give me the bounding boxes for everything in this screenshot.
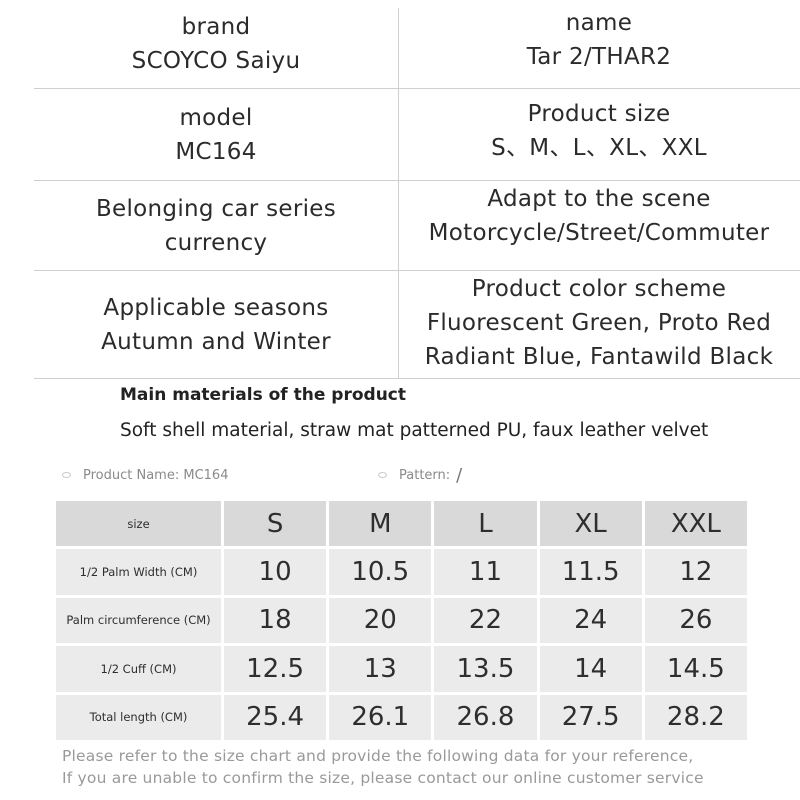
size-column-header: XXL [644, 501, 747, 547]
table-cell: 20 [329, 597, 432, 644]
spec-value: SCOYCO Saiyu [131, 48, 301, 74]
spec-value: Autumn and Winter [101, 329, 331, 355]
divider [34, 378, 800, 379]
table-cell: 26 [644, 597, 747, 644]
table-row: Palm circumference (CM) 18 20 22 24 26 [56, 597, 747, 644]
table-cell: 12 [644, 549, 747, 595]
table-cell: 11.5 [539, 549, 642, 595]
pattern-label: Pattern: [399, 467, 451, 483]
table-cell: 12.5 [224, 646, 327, 692]
spec-label: Adapt to the scene [487, 186, 711, 212]
row-label: 1/2 Cuff (CM) [56, 646, 221, 692]
size-column-header: S [224, 501, 327, 547]
divider [34, 180, 800, 181]
bullet-icon [62, 472, 71, 478]
materials-section: Main materials of the product Soft shell… [120, 378, 800, 450]
table-cell: 26.8 [434, 694, 537, 740]
spec-seasons: Applicable seasons Autumn and Winter [34, 272, 398, 378]
size-column-header: L [434, 501, 537, 547]
table-row: Total length (CM) 25.4 26.1 26.8 27.5 28… [56, 694, 747, 740]
table-cell: 14 [539, 646, 642, 692]
spec-label: brand [181, 14, 251, 40]
divider [34, 88, 800, 89]
materials-text: Soft shell material, straw mat patterned… [120, 420, 709, 441]
spec-name: name Tar 2/THAR2 [398, 0, 800, 84]
size-note-line: Please refer to the size chart and provi… [62, 747, 694, 765]
table-cell: 27.5 [539, 694, 642, 740]
spec-label: Product color scheme [471, 276, 727, 302]
spec-label: Applicable seasons [103, 295, 329, 321]
size-column-header: XL [539, 501, 642, 547]
pattern-meta: Pattern: / [378, 462, 462, 488]
spec-value: Tar 2/THAR2 [526, 44, 672, 70]
table-row: 1/2 Palm Width (CM) 10 10.5 11 11.5 12 [56, 549, 747, 595]
size-note: Please refer to the size chart and provi… [62, 745, 704, 789]
spec-label: name [565, 10, 633, 36]
table-cell: 28.2 [644, 694, 747, 740]
spec-label: Belonging car series [95, 196, 337, 222]
table-cell: 14.5 [644, 646, 747, 692]
table-cell: 26.1 [329, 694, 432, 740]
table-cell: 13.5 [434, 646, 537, 692]
spec-product-size: Product size S、M、L、XL、XXL [398, 86, 800, 176]
spec-table: brand SCOYCO Saiyu name Tar 2/THAR2 mode… [34, 0, 800, 380]
size-header-label: size [56, 501, 221, 547]
spec-color-scheme: Product color scheme Fluorescent Green, … [398, 270, 800, 376]
spec-label: Product size [527, 101, 671, 127]
size-column-header: M [329, 501, 432, 547]
spec-brand: brand SCOYCO Saiyu [34, 0, 398, 88]
table-cell: 13 [329, 646, 432, 692]
product-name-label: Product Name: MC164 [83, 467, 229, 483]
row-label: Palm circumference (CM) [56, 597, 221, 644]
table-row: 1/2 Cuff (CM) 12.5 13 13.5 14 14.5 [56, 646, 747, 692]
table-cell: 10 [224, 549, 327, 595]
spec-value: Fluorescent Green, Proto Red [426, 310, 772, 336]
spec-value: currency [164, 230, 268, 256]
spec-car-series: Belonging car series currency [34, 182, 398, 270]
spec-model: model MC164 [34, 90, 398, 180]
size-chart-table: size S M L XL XXL 1/2 Palm Width (CM) 10… [53, 498, 750, 743]
table-cell: 24 [539, 597, 642, 644]
size-note-line: If you are unable to confirm the size, p… [62, 769, 704, 787]
spec-value: Motorcycle/Street/Commuter [428, 220, 770, 246]
divider [398, 8, 399, 378]
table-cell: 22 [434, 597, 537, 644]
row-label: 1/2 Palm Width (CM) [56, 549, 221, 595]
bullet-icon [378, 472, 387, 478]
product-name-meta: Product Name: MC164 [62, 462, 228, 488]
spec-value: S、M、L、XL、XXL [491, 135, 707, 161]
divider [34, 270, 800, 271]
row-label: Total length (CM) [56, 694, 221, 740]
spec-label: model [179, 105, 253, 131]
table-cell: 18 [224, 597, 327, 644]
size-header-row: size S M L XL XXL [56, 501, 747, 547]
materials-title: Main materials of the product [120, 385, 407, 405]
spec-scene: Adapt to the scene Motorcycle/Street/Com… [398, 172, 800, 260]
spec-value: Radiant Blue, Fantawild Black [424, 344, 774, 370]
spec-value: MC164 [175, 139, 257, 165]
table-cell: 10.5 [329, 549, 432, 595]
pattern-value: / [456, 464, 463, 486]
table-cell: 25.4 [224, 694, 327, 740]
table-cell: 11 [434, 549, 537, 595]
